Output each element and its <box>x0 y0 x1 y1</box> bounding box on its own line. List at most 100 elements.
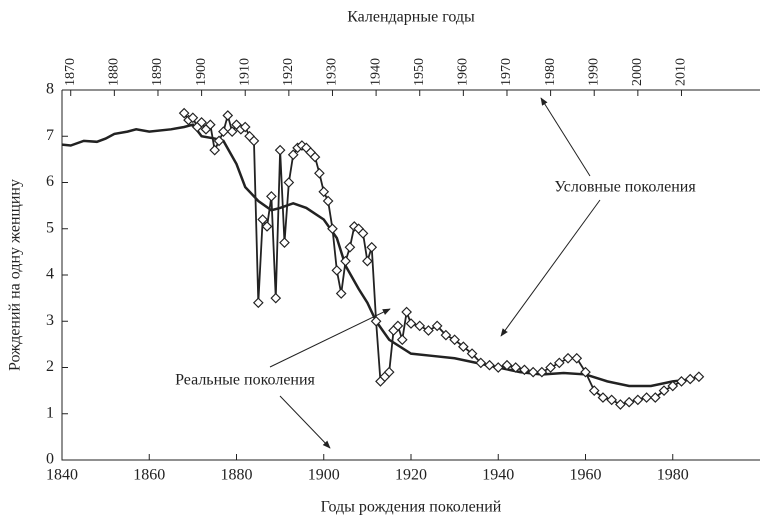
x2-tick-label: 1870 <box>63 58 78 86</box>
x2-tick-label: 1960 <box>456 58 471 86</box>
diamond-marker <box>615 399 626 410</box>
diamond-marker <box>257 214 269 225</box>
diamond-marker <box>362 255 373 267</box>
x-tick-label: 1860 <box>133 467 165 484</box>
diamond-marker <box>527 366 539 378</box>
diamond-marker <box>571 352 583 364</box>
diamond-marker <box>309 151 321 163</box>
x2-tick-label: 2010 <box>674 58 689 86</box>
x2-tick-label: 1890 <box>150 58 165 86</box>
x-tick-label: 1880 <box>221 467 253 484</box>
x2-tick-label: 1950 <box>412 58 427 86</box>
diamond-marker <box>623 396 635 408</box>
diamond-marker <box>658 385 670 396</box>
diamond-marker <box>357 228 369 239</box>
diamond-marker <box>366 241 378 253</box>
diamond-marker <box>580 366 591 378</box>
x2-tick-label: 1990 <box>586 58 601 86</box>
x2-tick-label: 1900 <box>194 58 209 86</box>
x-axis-label: Годы рождения поколений <box>321 499 502 516</box>
diamond-marker <box>606 394 618 406</box>
diamond-marker <box>641 392 652 403</box>
x-tick-label: 1840 <box>46 467 78 484</box>
diamond-marker <box>314 167 325 179</box>
y-tick-label: 6 <box>46 173 54 190</box>
diamond-marker <box>327 223 338 235</box>
diamond-marker <box>501 359 513 371</box>
diamond-marker <box>248 135 260 147</box>
diamond-marker <box>178 107 190 119</box>
diamond-marker <box>588 385 600 396</box>
x-tick-label: 1960 <box>570 467 602 484</box>
diamond-marker <box>458 341 469 353</box>
diamond-marker <box>536 366 548 378</box>
diamond-marker <box>676 376 687 387</box>
diamond-marker <box>196 117 207 128</box>
annotation: Реальные поколения <box>175 372 315 389</box>
diamond-marker <box>239 121 251 133</box>
diamond-marker <box>261 221 273 232</box>
diamond-marker <box>266 191 277 202</box>
diamond-marker <box>484 359 495 371</box>
x2-tick-label: 1880 <box>107 58 122 86</box>
y-tick-label: 0 <box>46 451 54 468</box>
diamond-marker <box>693 371 705 383</box>
diamond-marker <box>287 149 299 161</box>
diamond-marker <box>279 237 290 248</box>
y-tick-label: 7 <box>46 127 54 144</box>
diamond-marker <box>492 362 504 373</box>
arrow <box>500 199 601 337</box>
diamond-marker <box>335 288 347 299</box>
diamond-marker <box>370 315 382 327</box>
x2-tick-label: 2000 <box>630 58 645 86</box>
arrow <box>540 97 591 177</box>
diamond-marker <box>187 112 199 124</box>
diamond-marker <box>392 320 404 332</box>
diamond-marker <box>340 255 351 267</box>
diamond-marker <box>209 144 221 156</box>
diamond-marker <box>218 126 229 137</box>
annotation: Условные поколения <box>554 179 696 196</box>
diamond-marker <box>401 306 412 318</box>
diamond-marker <box>510 362 522 373</box>
diamond-marker <box>667 380 679 392</box>
x2-tick-label: 1910 <box>237 58 252 86</box>
diamond-marker <box>322 195 334 207</box>
diamond-marker <box>475 357 487 369</box>
diamond-marker <box>466 348 478 359</box>
diamond-marker <box>204 119 216 131</box>
x2-tick-label: 1970 <box>499 58 514 86</box>
diamond-marker <box>553 357 565 369</box>
top-axis-label: Календарные годы <box>347 9 475 26</box>
diamond-marker <box>545 362 556 373</box>
x-tick-label: 1920 <box>395 467 427 484</box>
diamond-marker <box>252 297 264 309</box>
diamond-marker <box>344 241 356 253</box>
diamond-marker <box>213 135 225 147</box>
diamond-marker <box>649 392 661 403</box>
diamond-marker <box>632 394 644 406</box>
x2-tick-label: 1980 <box>543 58 558 86</box>
diamond-marker <box>283 177 295 188</box>
diamond-marker <box>449 334 460 346</box>
diamond-marker <box>562 352 574 364</box>
x-tick-label: 1940 <box>482 467 514 484</box>
diamond-marker <box>331 265 343 276</box>
diamond-marker <box>318 186 330 198</box>
diamond-marker <box>270 292 282 304</box>
diamond-marker <box>519 364 530 376</box>
diamond-marker <box>396 334 408 346</box>
series-line <box>183 111 700 406</box>
diamond-marker <box>684 373 696 385</box>
diamond-marker <box>226 126 238 137</box>
x2-tick-label: 1930 <box>325 58 340 86</box>
diamond-marker <box>405 318 417 329</box>
x2-tick-label: 1940 <box>368 58 383 86</box>
x-tick-label: 1900 <box>308 467 340 484</box>
diamond-marker <box>431 320 443 332</box>
diamond-marker <box>423 325 434 336</box>
y-tick-label: 5 <box>46 219 54 236</box>
arrow <box>279 395 331 449</box>
y-tick-label: 3 <box>46 312 54 329</box>
